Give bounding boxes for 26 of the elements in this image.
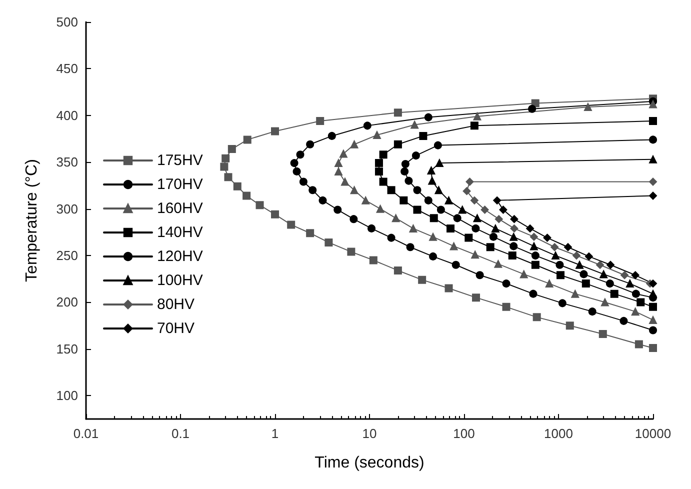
y-tick-label: 250 (56, 248, 78, 264)
y-tick-label: 200 (56, 294, 78, 310)
y-tick-label: 150 (56, 341, 78, 356)
legend-label: 160HV (157, 200, 203, 217)
x-tick-label: 1000 (544, 426, 573, 441)
legend-label: 175HV (157, 152, 203, 169)
y-tick-label: 300 (56, 201, 78, 216)
x-tick-label: 0.01 (73, 426, 99, 441)
y-axis-title: Temperature (°C) (24, 159, 40, 282)
x-tick-label: 10000 (634, 426, 672, 441)
y-tick-label: 400 (56, 108, 78, 123)
x-tick-label: 100 (453, 426, 475, 441)
legend-label: 100HV (157, 272, 203, 289)
x-tick-label: 10 (362, 426, 377, 441)
y-tick-label: 450 (56, 61, 78, 76)
legend-label: 120HV (157, 248, 203, 265)
x-tick-label: 0.1 (171, 426, 190, 441)
x-tick-label: 1 (271, 426, 279, 441)
y-tick-label: 100 (56, 388, 78, 404)
legend-label: 70HV (157, 320, 195, 337)
legend-label: 140HV (157, 224, 203, 241)
x-axis-title: Time (seconds) (314, 454, 424, 472)
y-tick-label: 350 (56, 154, 78, 170)
legend-label: 170HV (157, 176, 203, 193)
legend-label: 80HV (157, 296, 195, 313)
y-tick-label: 500 (56, 14, 78, 30)
